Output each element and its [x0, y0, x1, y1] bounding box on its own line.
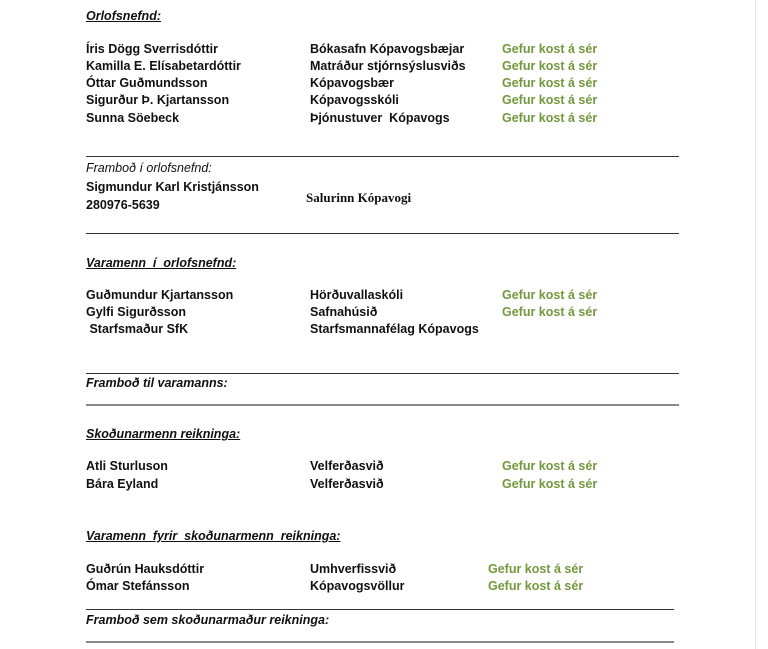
member-name: Sunna Söebeck: [86, 111, 180, 125]
member-status: Gefur kost á sér: [502, 305, 598, 319]
member-name: Guðrún Hauksdóttir: [86, 562, 205, 576]
member-status: Gefur kost á sér: [502, 477, 598, 491]
divider: [86, 641, 674, 643]
section-heading-frambod-orlofsnefnd: Framboð í orlofsnefnd:: [86, 161, 212, 175]
member-name: Sigurður Þ. Kjartansson: [86, 93, 230, 107]
member-workplace: Starfsmannafélag Kópavogs: [310, 322, 479, 336]
member-name: Starfsmaður SfK: [86, 322, 189, 336]
member-name: Gylfi Sigurðsson: [86, 305, 187, 319]
page-edge: [755, 0, 756, 649]
member-status: Gefur kost á sér: [502, 76, 598, 90]
member-workplace: Bókasafn Kópavogsbæjar: [310, 42, 465, 56]
member-name: Guðmundur Kjartansson: [86, 288, 234, 302]
member-status: Gefur kost á sér: [502, 459, 598, 473]
divider: [86, 373, 679, 374]
member-name: Íris Dögg Sverrisdóttir: [86, 42, 218, 56]
member-status: Gefur kost á sér: [502, 288, 598, 302]
section-heading-frambod-skodunarmadur: Framboð sem skoðunarmaður reikninga:: [86, 613, 330, 627]
member-name: Óttar Guðmundsson: [86, 76, 208, 90]
member-workplace: Þjónustuver Kópavogs: [310, 111, 450, 125]
member-status: Gefur kost á sér: [502, 93, 598, 107]
member-workplace: Safnahúsið: [310, 305, 378, 319]
member-status: Gefur kost á sér: [502, 111, 598, 125]
divider: [86, 609, 674, 610]
member-workplace: Kópavogsvöllur: [310, 579, 405, 593]
candidate-workplace: Salurinn Kópavogi: [306, 190, 412, 205]
section-heading-frambod-varamanns: Framboð til varamanns:: [86, 376, 228, 390]
member-name: Bára Eyland: [86, 477, 159, 491]
member-name: Kamilla E. Elísabetardóttir: [86, 59, 241, 73]
member-status: Gefur kost á sér: [502, 59, 598, 73]
member-status: Gefur kost á sér: [488, 562, 584, 576]
member-status: Gefur kost á sér: [502, 42, 598, 56]
member-name: Atli Sturluson: [86, 459, 168, 473]
member-workplace: Velferðasvið: [310, 459, 384, 473]
section-heading-orlofsnefnd: Orlofsnefnd:: [86, 9, 161, 23]
divider: [86, 233, 679, 234]
candidate-name: Sigmundur Karl Kristjánsson: [86, 180, 259, 194]
member-workplace: Hörðuvallaskóli: [310, 288, 404, 302]
member-workplace: Kópavogsskóli: [310, 93, 399, 107]
member-workplace: Matráður stjórnsýslusviðs: [310, 59, 466, 73]
member-name: Ómar Stefánsson: [86, 579, 190, 593]
member-workplace: Velferðasvið: [310, 477, 384, 491]
divider: [86, 404, 679, 406]
member-status: Gefur kost á sér: [488, 579, 584, 593]
section-heading-varamenn-orlofsnefnd: Varamenn í orlofsnefnd:: [86, 256, 237, 270]
member-workplace: Umhverfissvið: [310, 562, 397, 576]
member-workplace: Kópavogsbær: [310, 76, 395, 90]
section-heading-skodunarmenn: Skoðunarmenn reikninga:: [86, 427, 241, 441]
divider: [86, 156, 679, 157]
candidate-id-number: 280976-5639: [86, 198, 160, 212]
section-heading-varamenn-skodunarmenn: Varamenn fyrir skoðunarmenn reikninga:: [86, 529, 341, 543]
